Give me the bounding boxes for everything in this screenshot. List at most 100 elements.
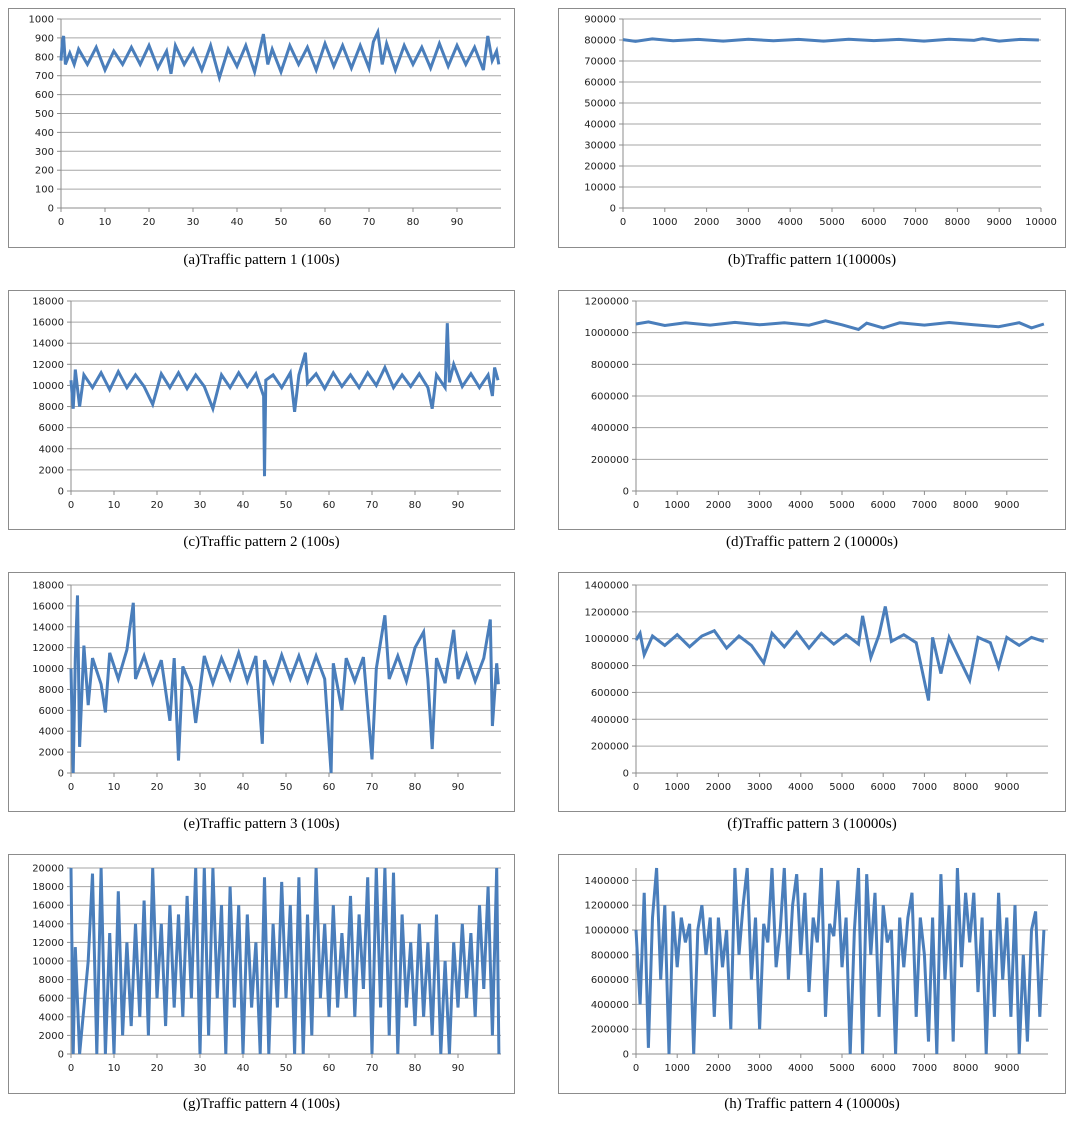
y-tick-label: 1000000 (584, 328, 629, 339)
series-line (622, 37, 1039, 43)
y-tick-label: 6000 (39, 706, 64, 717)
x-tick-label: 80 (409, 782, 422, 793)
x-tick-label: 0 (58, 217, 64, 228)
x-tick-label: 50 (275, 217, 288, 228)
chart-frame-e: 0 2000 4000 6000 8000 10000 12000 14000 16000 180… (8, 572, 515, 812)
x-tick-label: 40 (237, 500, 250, 511)
y-tick-label: 12000 (32, 360, 64, 371)
y-tick-label: 0 (58, 487, 64, 498)
chart-c: 0 2000 4000 6000 8000 10000 12000 14000 16000 180… (32, 297, 501, 511)
y-tick-label: 80000 (584, 36, 616, 47)
y-tick-label: 0 (610, 204, 616, 215)
chart-e: 0 2000 4000 6000 8000 10000 12000 14000 16000 180… (32, 581, 501, 793)
x-tick-label: 20 (143, 217, 156, 228)
x-tick-label: 90 (452, 1063, 465, 1074)
y-tick-label: 18000 (32, 581, 64, 592)
y-tick-label: 1200000 (584, 901, 629, 912)
chart-caption-d: (d)Traffic pattern 2 (10000s) (725, 534, 899, 550)
y-tick-label: 800000 (591, 360, 629, 371)
y-tick-label: 4000 (39, 1012, 64, 1023)
x-tick-label: 40 (231, 217, 244, 228)
y-tick-label: 16000 (32, 601, 64, 612)
x-tick-label: 9000 (994, 1063, 1019, 1074)
chart-caption-b: (b)Traffic pattern 1(10000s) (727, 252, 897, 268)
x-tick-label: 9000 (986, 217, 1011, 228)
x-tick-label: 0 (68, 500, 74, 511)
x-tick-label: 70 (366, 500, 379, 511)
y-tick-label: 60000 (584, 78, 616, 89)
x-tick-label: 6000 (861, 217, 886, 228)
series-line (634, 606, 1045, 701)
y-tick-label: 16000 (32, 318, 64, 329)
y-tick-label: 10000 (32, 381, 64, 392)
chart-g: 0 2000 4000 6000 8000 10000 12000 14000 16000 180… (32, 864, 501, 1074)
y-tick-label: 1400000 (584, 581, 629, 592)
y-tick-label: 70000 (584, 57, 616, 68)
chart-f: 0 200000 400000 600000 800000 1000000 1200000 1… (584, 581, 1048, 793)
y-tick-label: 14000 (32, 919, 64, 930)
y-tick-label: 20000 (32, 864, 64, 875)
x-tick-label: 70 (366, 782, 379, 793)
y-tick-label: 2000 (39, 1031, 64, 1042)
chart-d: 0 200000 400000 600000 800000 1000000 1200000 0… (584, 297, 1048, 511)
x-tick-label: 6000 (870, 782, 895, 793)
x-tick-label: 5000 (829, 1063, 854, 1074)
y-tick-label: 16000 (32, 901, 64, 912)
x-tick-label: 7000 (912, 1063, 937, 1074)
y-tick-label: 40000 (584, 120, 616, 131)
series-line (69, 323, 500, 477)
x-tick-label: 10 (108, 500, 121, 511)
x-tick-label: 30 (194, 500, 207, 511)
y-tick-label: 20000 (584, 162, 616, 173)
x-tick-label: 50 (280, 500, 293, 511)
x-tick-label: 8000 (953, 782, 978, 793)
y-tick-label: 1000000 (584, 926, 629, 937)
y-tick-label: 0 (623, 769, 629, 780)
chart-frame-a: 0 100 200 300 400 500 600 700 800 900 1000 0 10 20 30 4… (8, 8, 515, 248)
y-tick-label: 400 (35, 128, 54, 139)
y-tick-label: 0 (623, 1050, 629, 1061)
y-tick-label: 14000 (32, 339, 64, 350)
chart-a: 0 100 200 300 400 500 600 700 800 900 1000 0 10 20 30 4… (29, 15, 501, 228)
y-tick-label: 8000 (39, 402, 64, 413)
x-tick-label: 60 (323, 782, 336, 793)
x-tick-label: 3000 (736, 217, 761, 228)
y-tick-label: 18000 (32, 882, 64, 893)
y-tick-label: 700 (35, 71, 54, 82)
x-tick-label: 20 (151, 1063, 164, 1074)
x-tick-label: 1000 (664, 782, 689, 793)
x-tick-label: 3000 (747, 782, 772, 793)
x-tick-label: 6000 (870, 1063, 895, 1074)
y-tick-label: 8000 (39, 975, 64, 986)
x-tick-label: 0 (68, 782, 74, 793)
series-line (59, 26, 501, 83)
chart-caption-c: (c)Traffic pattern 2 (100s) (183, 534, 340, 550)
x-tick-label: 2000 (706, 1063, 731, 1074)
x-tick-label: 80 (409, 500, 422, 511)
chart-caption-e: (e)Traffic pattern 3 (100s) (183, 816, 340, 832)
y-tick-label: 8000 (39, 685, 64, 696)
y-tick-label: 6000 (39, 994, 64, 1005)
x-tick-label: 50 (280, 1063, 293, 1074)
x-tick-label: 4000 (788, 782, 813, 793)
x-tick-label: 2000 (706, 782, 731, 793)
y-tick-label: 30000 (584, 141, 616, 152)
y-tick-label: 14000 (32, 622, 64, 633)
y-tick-label: 12000 (32, 643, 64, 654)
y-tick-label: 200000 (591, 742, 629, 753)
x-tick-label: 5000 (829, 500, 854, 511)
y-tick-label: 4000 (39, 444, 64, 455)
chart-frame-d: 0 200000 400000 600000 800000 1000000 1200000 0… (558, 290, 1066, 530)
y-tick-label: 18000 (32, 297, 64, 308)
y-tick-label: 100 (35, 185, 54, 196)
chart-h: 0 200000 400000 600000 800000 1000000 1200000 1… (584, 867, 1048, 1074)
x-tick-label: 7000 (903, 217, 928, 228)
y-tick-label: 1200000 (584, 297, 629, 308)
x-tick-label: 7000 (912, 500, 937, 511)
y-tick-label: 600000 (591, 975, 629, 986)
x-tick-label: 70 (366, 1063, 379, 1074)
x-tick-label: 0 (633, 1063, 639, 1074)
x-tick-label: 4000 (788, 1063, 813, 1074)
y-tick-label: 4000 (39, 727, 64, 738)
y-tick-label: 2000 (39, 748, 64, 759)
